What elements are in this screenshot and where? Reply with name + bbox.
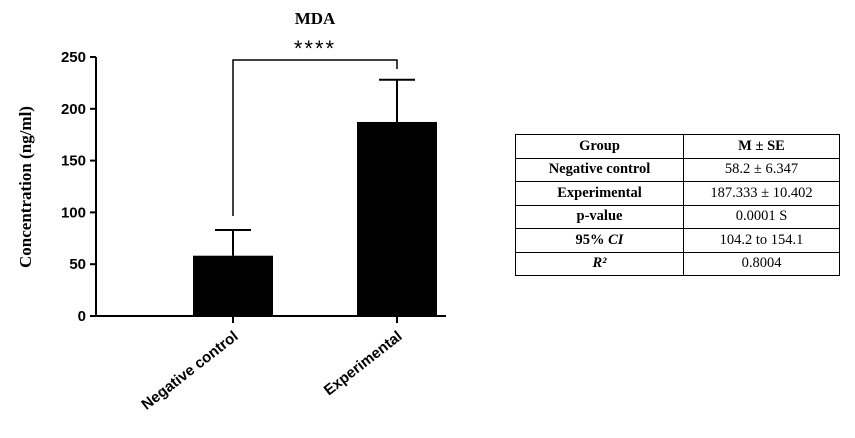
table-cell-value: 104.2 to 154.1 xyxy=(683,228,840,253)
table-row: Experimental 187.333 ± 10.402 xyxy=(515,181,840,206)
table-cell-group: Experimental xyxy=(515,181,684,206)
y-tick-label: 100 xyxy=(61,204,86,221)
table-cell-value: 0.8004 xyxy=(683,251,840,276)
r-squared-italic-text: R² xyxy=(592,255,607,272)
table-cell-group: R² xyxy=(515,251,684,276)
significance-group: **** xyxy=(232,36,398,216)
y-ticks-group: 0 50 100 150 200 250 xyxy=(61,49,96,325)
y-tick-label: 150 xyxy=(61,153,86,170)
x-tick-label: Experimental xyxy=(321,328,406,399)
stats-table: Group M ± SE Negative control 58.2 ± 6.34… xyxy=(515,134,840,276)
table-row: p-value 0.0001 S xyxy=(515,204,840,229)
table-cell-group: p-value xyxy=(515,204,684,229)
significance-label: **** xyxy=(294,36,336,61)
y-axis-label: Concentration (ng/ml) xyxy=(16,106,35,268)
ci-italic-text: CI xyxy=(608,231,624,248)
header-group: Group xyxy=(515,134,684,159)
y-tick-label: 0 xyxy=(78,308,86,325)
table-cell-value: 187.333 ± 10.402 xyxy=(683,181,840,206)
table-cell-value: 58.2 ± 6.347 xyxy=(683,157,840,182)
table-row: 95% CI 104.2 to 154.1 xyxy=(515,228,840,253)
bars-group: Negative control Experimental xyxy=(138,78,437,414)
y-tick-label: 200 xyxy=(61,101,86,118)
header-value: M ± SE xyxy=(683,134,840,159)
table-row: Negative control 58.2 ± 6.347 xyxy=(515,157,840,182)
table-cell-group: 95% CI xyxy=(515,228,684,253)
y-tick-label: 50 xyxy=(69,256,86,273)
bar-negative-control xyxy=(193,255,273,316)
bar-chart: MDA Concentration (ng/ml) 0 50 100 150 200 25… xyxy=(16,9,446,414)
y-tick-label: 250 xyxy=(61,49,86,66)
table-header-row: Group M ± SE xyxy=(515,134,840,159)
bar-experimental xyxy=(357,121,437,316)
table-row: R² 0.8004 xyxy=(515,251,840,276)
chart-title: MDA xyxy=(295,9,336,28)
x-tick-label: Negative control xyxy=(138,328,241,414)
table-cell-group: Negative control xyxy=(515,157,684,182)
significance-bracket xyxy=(232,59,398,216)
table-cell-value: 0.0001 S xyxy=(683,204,840,229)
